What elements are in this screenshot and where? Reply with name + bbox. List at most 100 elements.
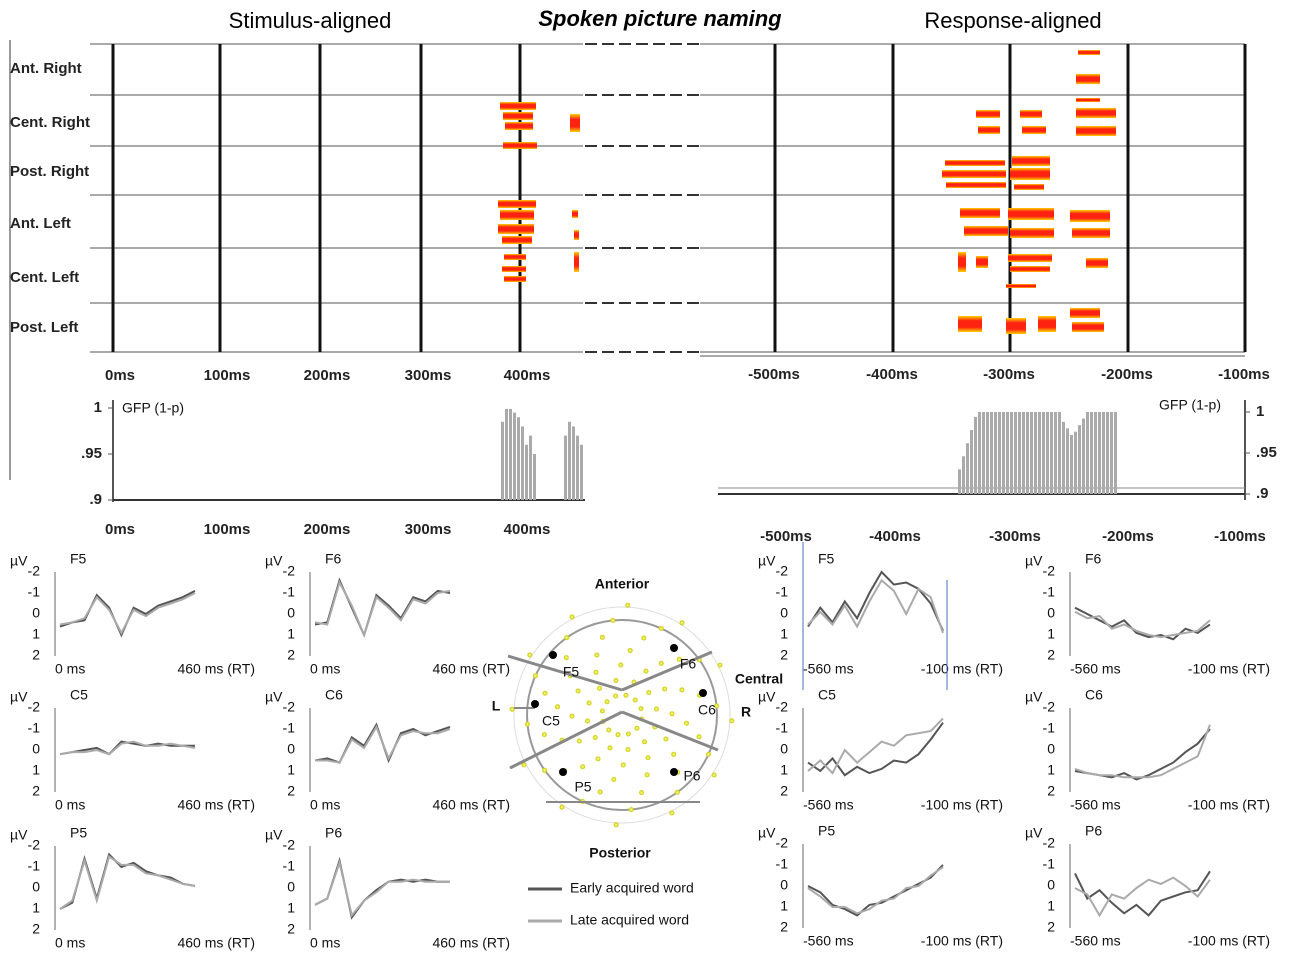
erp-line bbox=[1074, 611, 1211, 639]
legend-label: Late acquired word bbox=[570, 912, 689, 928]
y-tick-label: 2 bbox=[32, 647, 40, 663]
significance-block bbox=[1070, 210, 1110, 222]
electrode-dot bbox=[618, 662, 624, 668]
y-tick-label: 0 bbox=[1047, 877, 1055, 893]
y-tick-label: 1 bbox=[32, 762, 40, 778]
y-tick-label: -1 bbox=[776, 584, 789, 600]
y-tick-label: 0 bbox=[780, 741, 788, 757]
electrode-dot bbox=[586, 700, 592, 706]
y-tick-label: -2 bbox=[1043, 835, 1056, 851]
x-tick-label: -100ms bbox=[1214, 528, 1266, 545]
electrode-dot bbox=[607, 745, 613, 751]
y-tick-label: 2 bbox=[287, 647, 295, 663]
significance-block bbox=[960, 208, 1000, 218]
x-tick-label: 0ms bbox=[105, 521, 135, 538]
significance-block bbox=[958, 252, 966, 272]
significance-block bbox=[978, 126, 1000, 134]
gfp-bar bbox=[970, 430, 973, 494]
erp-line bbox=[1074, 876, 1211, 918]
electrode-dot bbox=[585, 718, 590, 724]
x-tick-label: -400ms bbox=[866, 366, 918, 383]
gfp-bar bbox=[1006, 412, 1009, 494]
y-tick-label: 0 bbox=[1047, 741, 1055, 757]
electrode-dot bbox=[613, 822, 619, 828]
significance-block bbox=[945, 160, 1005, 166]
y-tick-label: -2 bbox=[283, 563, 296, 579]
x-end: -100 ms (RT) bbox=[1188, 661, 1270, 677]
significance-block bbox=[1078, 50, 1100, 55]
electrode-dot bbox=[638, 706, 644, 712]
gfp-bar bbox=[1082, 418, 1085, 494]
x-end: -100 ms (RT) bbox=[921, 933, 1003, 949]
y-tick-label: 2 bbox=[780, 919, 788, 935]
electrode-dot bbox=[559, 804, 565, 810]
significance-block bbox=[503, 112, 533, 120]
head-label: Central bbox=[735, 671, 783, 687]
x-tick-label: -200ms bbox=[1102, 528, 1154, 545]
erp-line bbox=[314, 859, 450, 918]
erp-line bbox=[807, 570, 944, 632]
head-label: L bbox=[492, 698, 501, 714]
x-start: -560 ms bbox=[803, 661, 854, 677]
y-tick-label: -1 bbox=[283, 720, 296, 736]
significance-block bbox=[1008, 254, 1052, 262]
y-tick-label: .95 bbox=[81, 445, 102, 462]
significance-block bbox=[570, 114, 580, 132]
electrode-dot bbox=[628, 807, 634, 813]
gfp-bar bbox=[1038, 412, 1041, 494]
significance-block bbox=[502, 236, 532, 244]
panel-title: P5 bbox=[70, 825, 87, 841]
gfp-bar bbox=[994, 412, 997, 494]
gfp-bar bbox=[1114, 412, 1117, 494]
electrode-dot bbox=[654, 706, 659, 712]
x-start: 0 ms bbox=[310, 797, 340, 813]
electrode-dot bbox=[606, 727, 612, 733]
significance-block bbox=[1010, 266, 1050, 272]
gfp-bar bbox=[525, 444, 528, 500]
significance-block bbox=[504, 254, 526, 260]
electrode-dot bbox=[599, 634, 605, 640]
y-tick-label: 2 bbox=[1047, 647, 1055, 663]
y-tick-label: 1 bbox=[94, 399, 102, 416]
electrode-dot bbox=[671, 751, 677, 757]
y-tick-label: 1 bbox=[780, 626, 788, 642]
electrode-dot bbox=[623, 692, 629, 698]
y-tick-label: -1 bbox=[28, 584, 41, 600]
significance-block bbox=[976, 110, 1000, 118]
significance-block bbox=[502, 266, 526, 272]
y-tick-label: -1 bbox=[1043, 856, 1056, 872]
gfp-bar bbox=[521, 426, 524, 500]
electrode-dot bbox=[580, 764, 586, 770]
electrode-dot bbox=[613, 678, 619, 683]
panel-title: C5 bbox=[70, 687, 88, 703]
y-tick-label: -2 bbox=[1043, 563, 1056, 579]
x-tick-label: 0ms bbox=[105, 367, 135, 384]
significance-block bbox=[505, 122, 533, 130]
significance-block bbox=[1014, 184, 1044, 190]
gfp-bar bbox=[982, 412, 985, 494]
gfp-bar bbox=[974, 416, 977, 494]
y-tick-label: -2 bbox=[776, 699, 789, 715]
y-tick-label: 2 bbox=[32, 921, 40, 937]
electrode-dot bbox=[563, 655, 569, 661]
gfp-bar bbox=[1022, 412, 1025, 494]
unit-label: µV bbox=[1025, 553, 1043, 569]
gfp-bar bbox=[529, 435, 532, 500]
electrode-dot bbox=[634, 725, 640, 731]
electrode-dot bbox=[595, 756, 601, 762]
y-tick-label: 2 bbox=[780, 783, 788, 799]
gfp-bar bbox=[1078, 425, 1081, 494]
electrode-dot bbox=[542, 690, 548, 696]
significance-block bbox=[1010, 168, 1050, 180]
gfp-bar bbox=[1034, 412, 1037, 494]
y-tick-label: 0 bbox=[1047, 605, 1055, 621]
y-tick-label: 0 bbox=[780, 605, 788, 621]
electrode-dot bbox=[521, 762, 527, 768]
significance-block bbox=[946, 182, 1006, 188]
electrode-dot bbox=[610, 617, 616, 623]
x-start: 0 ms bbox=[55, 797, 85, 813]
y-tick-label: -2 bbox=[283, 699, 296, 715]
significance-block bbox=[1076, 108, 1116, 118]
panel-title: F6 bbox=[325, 551, 342, 567]
